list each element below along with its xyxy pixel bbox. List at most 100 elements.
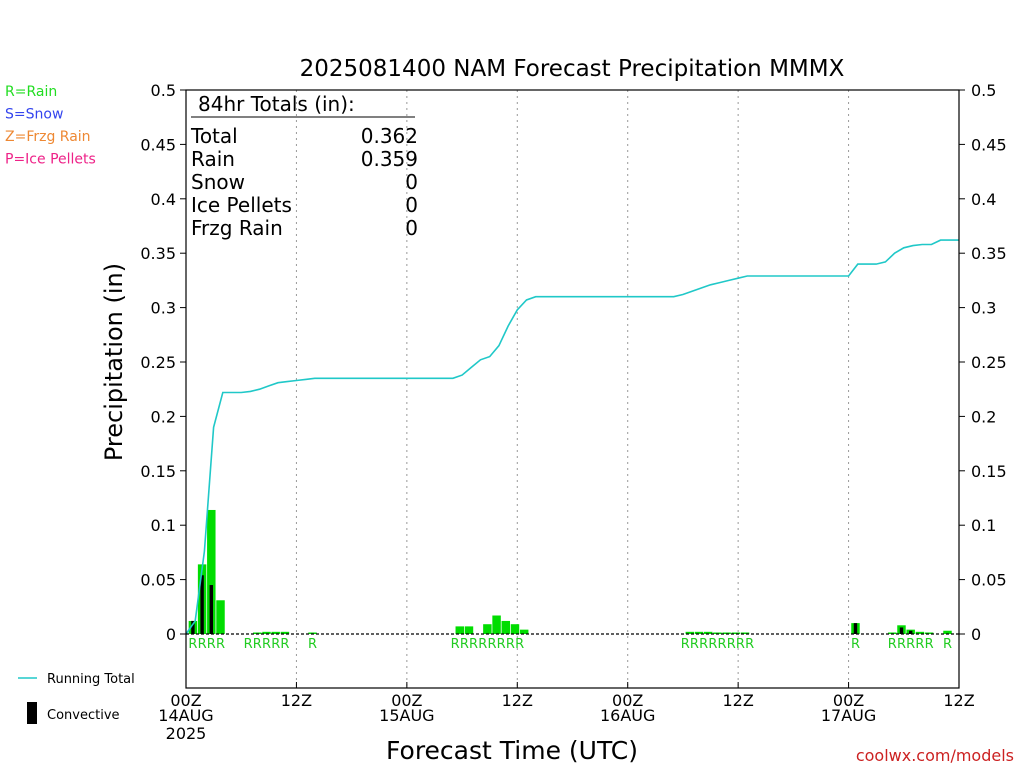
y-tick-label-right: 0.4 bbox=[971, 190, 996, 209]
convective-bar bbox=[908, 630, 913, 634]
x-axis-label: Forecast Time (UTC) bbox=[386, 736, 638, 765]
totals-box: 84hr Totals (in): Total 0.362 Rain 0.359 Snow… bbox=[190, 92, 418, 240]
y-tick-label-right: 0.5 bbox=[971, 81, 996, 100]
rain-bar bbox=[492, 615, 501, 634]
series-legend-label: Running Total bbox=[47, 672, 135, 687]
y-tick-label: 0.15 bbox=[140, 462, 176, 481]
precip-type-label: R bbox=[727, 637, 736, 652]
rain-bar bbox=[262, 631, 271, 634]
x-tick-date-label: 17AUG bbox=[821, 706, 876, 725]
y-tick-label: 0.2 bbox=[151, 407, 176, 426]
x-tick-year-label: 2025 bbox=[166, 724, 207, 743]
y-tick-label: 0.4 bbox=[151, 190, 176, 209]
precip-type-label: R bbox=[690, 637, 699, 652]
precip-type-label: R bbox=[699, 637, 708, 652]
rain-bar bbox=[888, 632, 897, 634]
precip-type-label: R bbox=[216, 637, 225, 652]
precip-type-label: R bbox=[308, 637, 317, 652]
x-tick-label: 00Z bbox=[170, 691, 201, 710]
convective-bar bbox=[853, 623, 858, 634]
precip-type-label: R bbox=[851, 637, 860, 652]
x-tick-date-label: 14AUG bbox=[158, 706, 213, 725]
type-legend-item: Z=Frzg Rain bbox=[5, 129, 91, 145]
totals-row-value: 0.359 bbox=[361, 147, 418, 171]
precip-type-label: R bbox=[506, 637, 515, 652]
credit-text: coolwx.com/models bbox=[856, 746, 1014, 765]
y-tick-label: 0.5 bbox=[151, 81, 176, 100]
rain-bar bbox=[253, 632, 262, 634]
running-total-layer bbox=[185, 239, 959, 635]
precip-type-label: R bbox=[469, 637, 478, 652]
y-tick-label-right: 0.35 bbox=[971, 244, 1007, 263]
precip-type-label: R bbox=[451, 637, 460, 652]
y-tick-label: 0.45 bbox=[140, 135, 176, 154]
totals-row-label: Snow bbox=[191, 170, 245, 194]
series-legend-label: Convective bbox=[47, 708, 120, 723]
precip-type-label: R bbox=[736, 637, 745, 652]
rain-bar bbox=[519, 629, 529, 634]
totals-row-value: 0 bbox=[405, 216, 418, 240]
convective-bar bbox=[209, 585, 213, 634]
type-legend-item: S=Snow bbox=[5, 107, 63, 123]
precip-type-label: R bbox=[943, 637, 952, 652]
x-tick-date-label: 15AUG bbox=[379, 706, 434, 725]
totals-row-label: Total bbox=[190, 124, 238, 148]
totals-row-label: Frzg Rain bbox=[191, 216, 283, 240]
y-tick-label-right: 0.3 bbox=[971, 299, 996, 318]
x-tick-date-label: 16AUG bbox=[600, 706, 655, 725]
convective-bar bbox=[899, 627, 904, 634]
precip-type-label: R bbox=[915, 637, 924, 652]
rain-bar bbox=[731, 632, 741, 634]
precip-type-label: R bbox=[681, 637, 690, 652]
precip-type-label: R bbox=[897, 637, 906, 652]
rain-bar bbox=[713, 632, 722, 634]
x-tick-label: 12Z bbox=[943, 691, 974, 710]
precip-type-label: R bbox=[460, 637, 469, 652]
precip-type-label: R bbox=[280, 637, 289, 652]
precip-type-label: R bbox=[262, 637, 271, 652]
precip-type-label: R bbox=[271, 637, 280, 652]
precip-type-label: R bbox=[198, 637, 207, 652]
convective-legend-swatch bbox=[27, 702, 37, 724]
y-tick-label: 0.05 bbox=[140, 571, 176, 590]
y-tick-label-right: 0.1 bbox=[971, 516, 996, 535]
rain-bar bbox=[271, 631, 280, 634]
rain-bar bbox=[685, 631, 695, 634]
y-tick-label-right: 0.05 bbox=[971, 571, 1007, 590]
precip-type-label: R bbox=[478, 637, 487, 652]
rain-bar bbox=[464, 626, 474, 634]
precip-type-label: R bbox=[253, 637, 262, 652]
rain-bar bbox=[924, 632, 934, 634]
convective-bar bbox=[200, 575, 204, 634]
rain-bar bbox=[915, 631, 925, 634]
y-axis-label: Precipitation (in) bbox=[100, 263, 128, 461]
type-legend-item: P=Ice Pellets bbox=[5, 152, 96, 168]
x-tick-label: 00Z bbox=[391, 691, 422, 710]
x-tick-label: 12Z bbox=[722, 691, 753, 710]
y-tick-label-right: 0 bbox=[971, 625, 981, 644]
precip-bars bbox=[188, 509, 952, 634]
totals-row-value: 0.362 bbox=[361, 124, 418, 148]
totals-heading: 84hr Totals (in): bbox=[198, 92, 355, 116]
rain-bar bbox=[722, 632, 731, 634]
y-tick-label: 0.35 bbox=[140, 244, 176, 263]
x-tick-label: 12Z bbox=[281, 691, 312, 710]
y-tick-label: 0.1 bbox=[151, 516, 176, 535]
y-tick-label-right: 0.2 bbox=[971, 407, 996, 426]
precip-type-label: R bbox=[906, 637, 915, 652]
y-tick-label-right: 0.45 bbox=[971, 135, 1007, 154]
grid-lines bbox=[295, 90, 850, 688]
y-tick-label: 0.3 bbox=[151, 299, 176, 318]
y-tick-label-right: 0.25 bbox=[971, 353, 1007, 372]
rain-bar bbox=[694, 631, 704, 634]
totals-row-label: Rain bbox=[191, 147, 235, 171]
rain-bar bbox=[510, 624, 520, 634]
convective-bar bbox=[191, 620, 195, 634]
precip-type-label: R bbox=[515, 637, 524, 652]
rain-bar bbox=[207, 509, 216, 634]
precip-type-label: R bbox=[244, 637, 253, 652]
totals-row-value: 0 bbox=[405, 193, 418, 217]
rain-bar bbox=[308, 632, 317, 634]
